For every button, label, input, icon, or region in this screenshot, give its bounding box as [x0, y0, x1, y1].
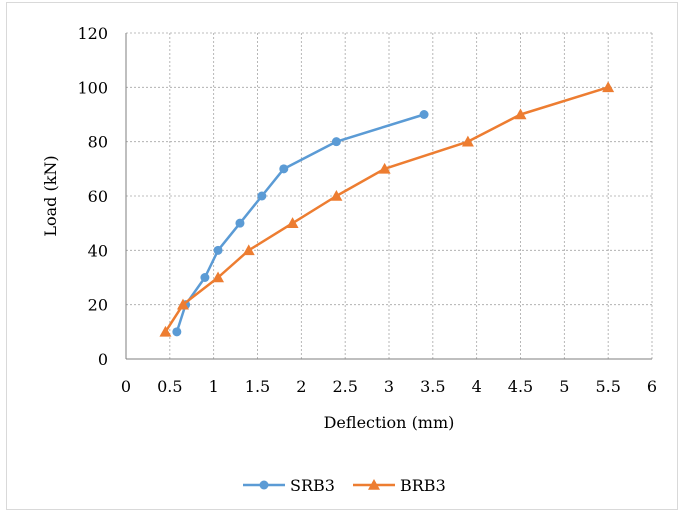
legend-label: BRB3: [400, 476, 446, 495]
x-tick-label: 2.5: [332, 377, 357, 396]
chart-area: [6, 2, 678, 510]
series-srb3: [172, 110, 429, 337]
x-tick-label: 3.5: [420, 377, 445, 396]
data-point: [200, 273, 210, 282]
y-tick-label: 120: [77, 24, 108, 43]
y-tick-label: 40: [88, 241, 108, 260]
x-tick-label: 2: [296, 377, 306, 396]
legend-item-brb3: BRB3: [353, 476, 446, 495]
legend-item-srb3: SRB3: [243, 476, 335, 495]
data-point: [378, 162, 391, 174]
x-axis-title: Deflection (mm): [324, 413, 455, 432]
x-tick-label: 4: [472, 377, 482, 396]
data-point: [176, 298, 189, 310]
data-point: [212, 271, 225, 283]
data-point: [159, 325, 172, 337]
data-point: [286, 217, 299, 228]
data-point: [213, 245, 223, 255]
x-tick-label: 4.5: [508, 377, 533, 396]
y-tick-label: 60: [88, 187, 108, 206]
series-brb3: [159, 81, 615, 337]
x-tick-label: 3: [384, 377, 394, 396]
data-point: [242, 244, 255, 256]
x-tick-label: 6: [647, 377, 657, 396]
data-point: [257, 191, 267, 201]
y-axis-title: Load (kN): [41, 155, 60, 236]
axes: [125, 33, 652, 360]
legend-label: SRB3: [290, 476, 335, 495]
x-tick-label: 0: [121, 377, 131, 396]
y-tick-label: 80: [88, 133, 108, 152]
data-point: [235, 218, 245, 228]
data-point: [602, 81, 615, 93]
legend-marker: [259, 480, 269, 490]
y-tick-label: 100: [77, 78, 108, 97]
data-point: [331, 137, 341, 147]
x-tick-label: 0.5: [157, 377, 182, 396]
gridlines: [126, 32, 653, 359]
series-line: [164, 86, 609, 333]
data-point: [172, 327, 182, 337]
data-point: [279, 164, 289, 174]
y-tick-label: 0: [98, 350, 108, 369]
x-tick-label: 5.5: [595, 377, 620, 396]
data-point: [514, 108, 527, 120]
series-line: [175, 113, 425, 333]
y-tick-label: 20: [88, 296, 108, 315]
legend: SRB3 BRB3: [243, 476, 446, 495]
x-tick-label: 1.5: [245, 377, 270, 396]
series-lines: [159, 81, 615, 337]
legend-marker: [368, 479, 380, 490]
data-point: [461, 135, 474, 147]
data-point: [419, 110, 429, 119]
x-tick-label: 5: [559, 377, 569, 396]
x-tick-label: 1: [209, 377, 219, 396]
data-point: [330, 190, 343, 201]
